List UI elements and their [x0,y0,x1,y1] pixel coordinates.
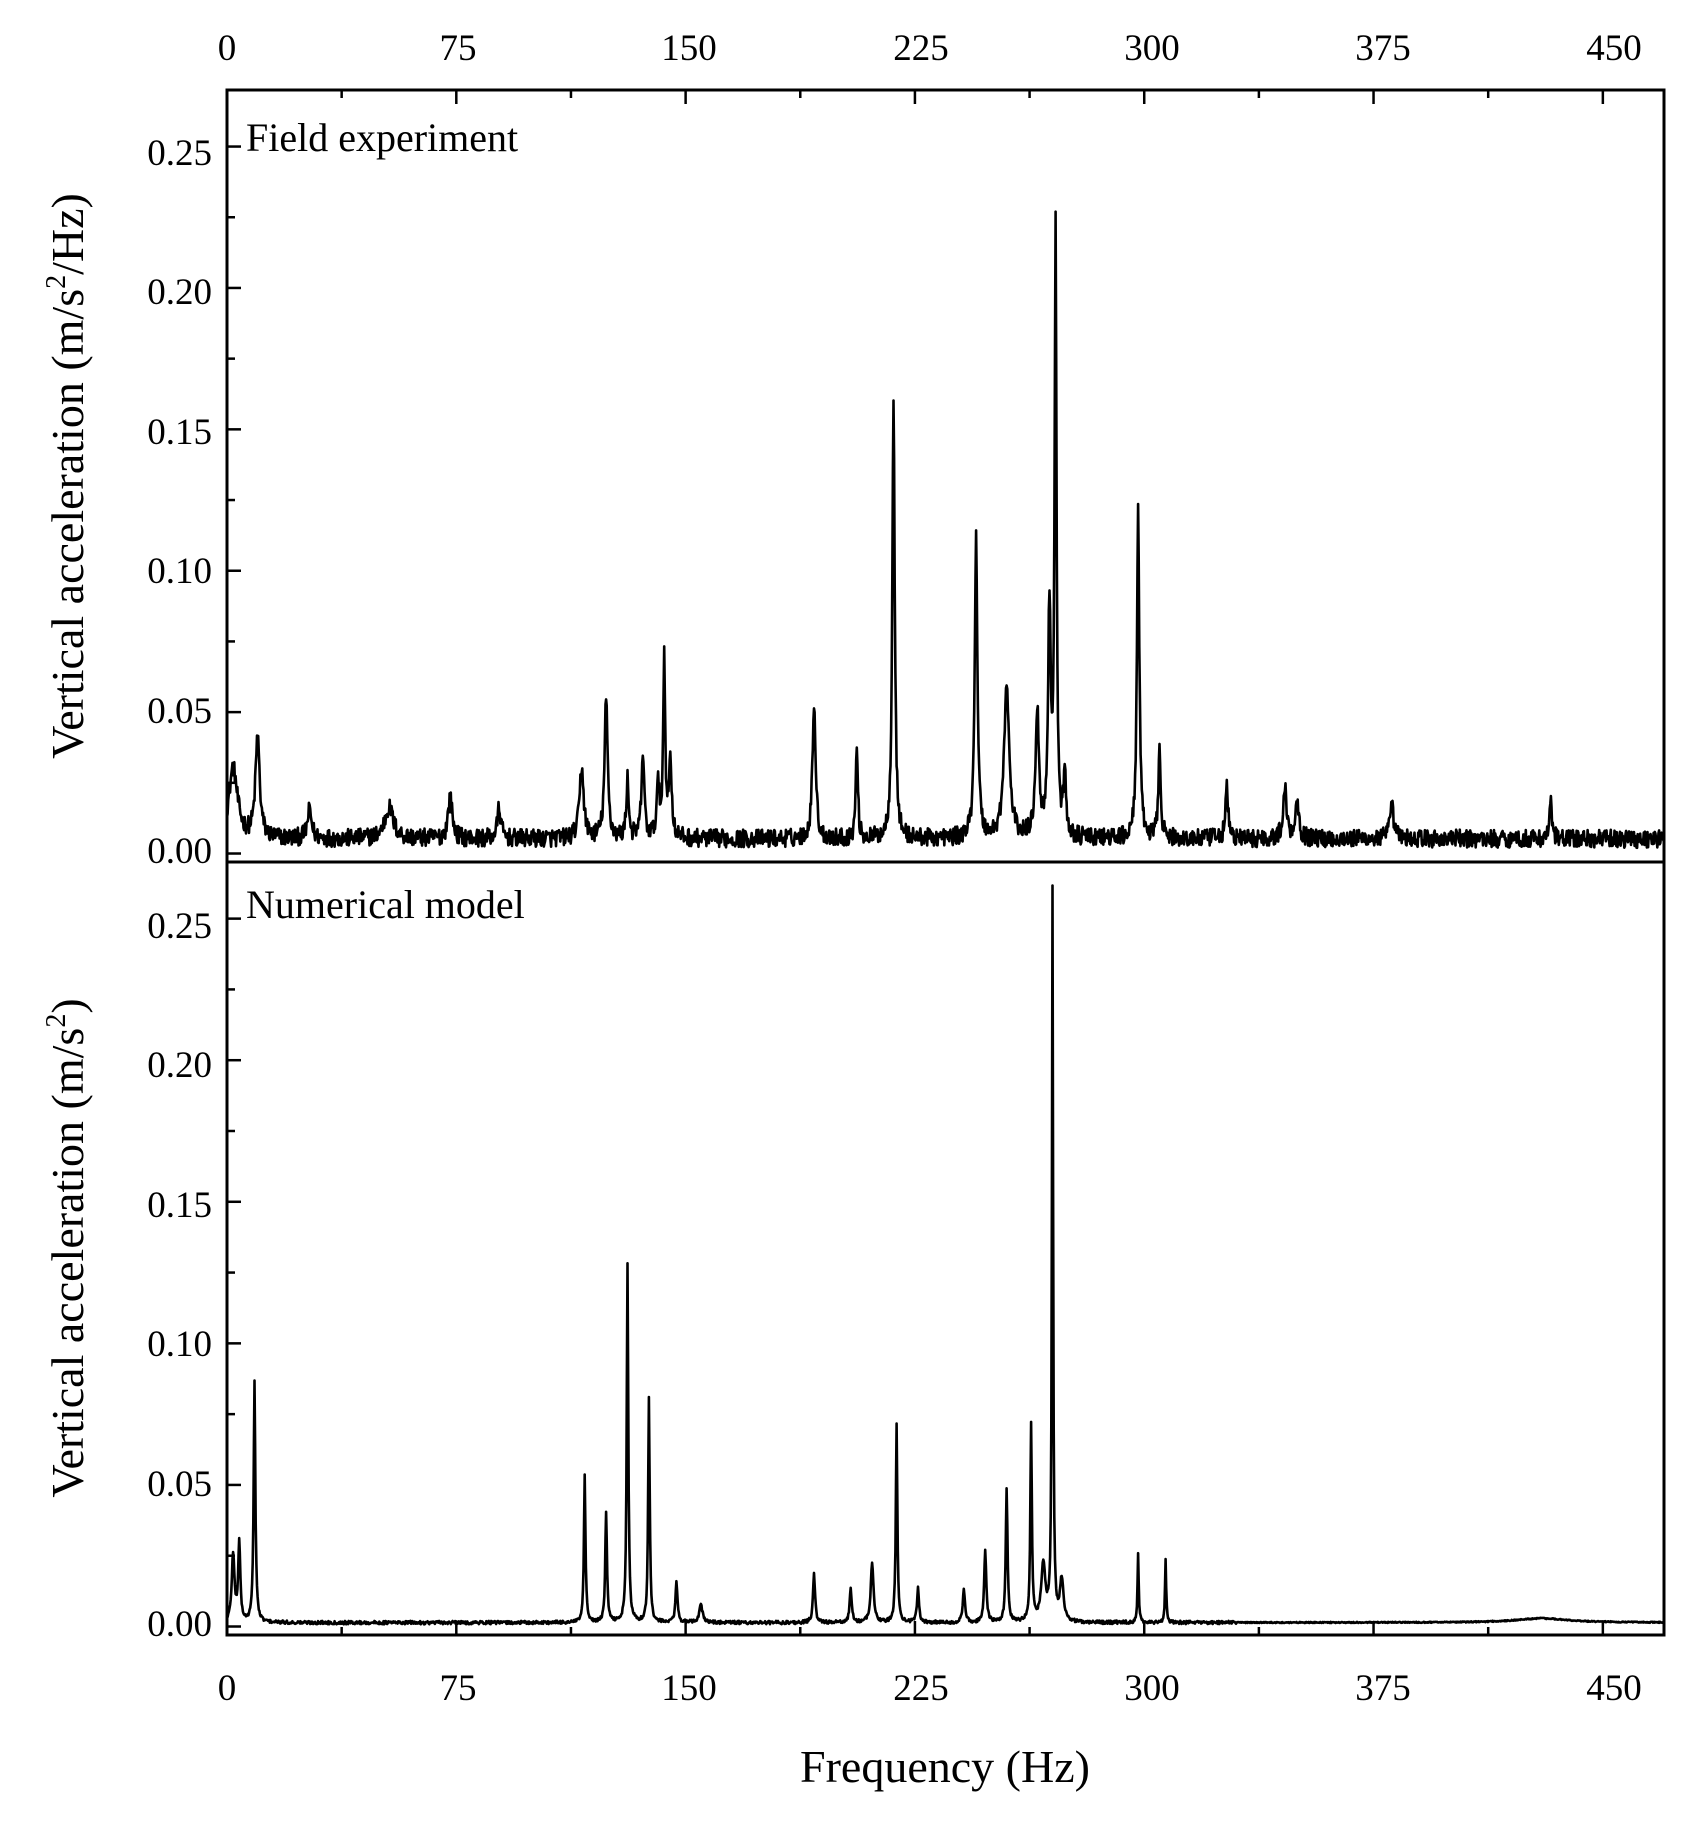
y-tick-label: 0.00 [147,831,212,872]
bottom-x-tick-label: 0 [218,1668,237,1709]
numerical-model-series-line [226,884,1665,1626]
bottom-axis-tick-labels: 0 75 150 225 300 375 450 [218,1668,1642,1709]
field-experiment-series-line [225,210,1666,850]
y-title-superscript: 2 [41,1014,72,1028]
y-title-part: /Hz) [42,193,93,275]
bottom-x-tick-label: 150 [661,1668,717,1709]
bottom-x-tick-label: 75 [440,1668,477,1709]
bottom-x-tick-label: 300 [1124,1668,1180,1709]
y-title-superscript: 2 [41,275,72,289]
top-x-tick-label: 375 [1355,28,1411,69]
top-x-tick-label: 225 [893,28,949,69]
panel-bottom-frame [225,860,1666,1637]
panel-bottom-label: Numerical model [246,882,525,927]
top-axis-tick-labels: 0 75 150 225 300 375 450 [218,28,1642,69]
y-title-part: ) [42,998,93,1013]
bottom-x-tick-label: 225 [893,1668,949,1709]
y-tick-label: 0.10 [147,551,212,592]
y-tick-label: 0.15 [147,412,212,453]
x-axis-title: Frequency (Hz) [800,1741,1090,1792]
panel-bottom-y-axis-title: Vertical acceleration (m/s2) [41,998,93,1497]
y-tick-label: 0.05 [147,1464,212,1505]
y-tick-label: 0.20 [147,272,212,313]
panel-top-y-axis-title: Vertical acceleration (m/s2/Hz) [41,193,93,759]
y-tick-label: 0.10 [147,1324,212,1365]
panel-top-label: Field experiment [246,115,518,160]
y-tick-label: 0.25 [147,133,212,174]
y-tick-label: 0.15 [147,1185,212,1226]
top-x-tick-label: 0 [218,28,237,69]
plot-lines [225,210,1666,1626]
top-x-tick-label: 300 [1124,28,1180,69]
y-title-part: Vertical acceleration (m/s [42,1028,93,1498]
panel-bottom-y-tick-labels: 0.00 0.05 0.10 0.15 0.20 0.25 [147,906,212,1645]
y-tick-label: 0.25 [147,906,212,947]
bottom-x-tick-label: 375 [1355,1668,1411,1709]
panel-top-y-tick-labels: 0.00 0.05 0.10 0.15 0.20 0.25 [147,133,212,872]
y-tick-label: 0.20 [147,1045,212,1086]
top-x-tick-label: 150 [661,28,717,69]
y-tick-label: 0.05 [147,691,212,732]
y-tick-label: 0.00 [147,1604,212,1645]
top-x-tick-label: 450 [1586,28,1642,69]
top-x-tick-label: 75 [440,28,477,69]
y-title-part: Vertical acceleration (m/s [42,289,93,759]
panel-frames [225,88,1666,1637]
bottom-x-tick-label: 450 [1586,1668,1642,1709]
